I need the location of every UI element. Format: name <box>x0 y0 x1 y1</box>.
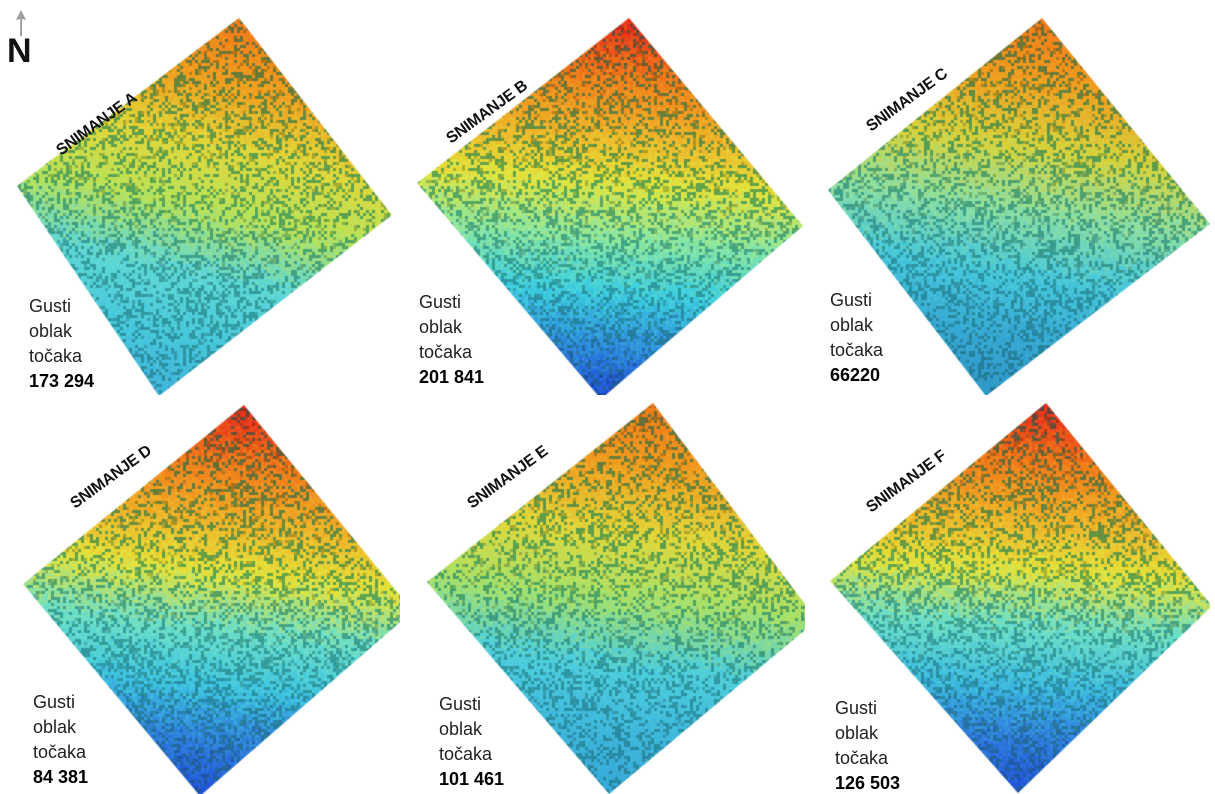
point-count-b: 201 841 <box>419 367 485 387</box>
point-cloud-description-f: Gusti oblak točaka <box>835 698 889 768</box>
point-count-e: 101 461 <box>439 769 505 789</box>
point-count-f: 126 503 <box>835 773 901 793</box>
point-cloud-map-e <box>405 399 805 794</box>
point-cloud-description-a: Gusti oblak točaka <box>29 296 83 366</box>
point-count-info-a: Gusti oblak točaka 173 294 <box>29 294 99 394</box>
point-cloud-map-a <box>0 0 400 395</box>
point-cloud-description-c: Gusti oblak točaka <box>830 290 884 360</box>
survey-panel-d: SNIMANJE D Gusti oblak točaka 84 381 <box>0 399 400 794</box>
survey-panel-b: SNIMANJE B Gusti oblak točaka 201 841 <box>405 0 805 395</box>
point-count-info-d: Gusti oblak točaka 84 381 <box>33 690 103 790</box>
point-count-info-c: Gusti oblak točaka 66220 <box>830 288 900 388</box>
point-cloud-description-e: Gusti oblak točaka <box>439 694 493 764</box>
point-cloud-description-b: Gusti oblak točaka <box>419 292 473 362</box>
point-count-info-b: Gusti oblak točaka 201 841 <box>419 290 489 390</box>
point-count-c: 66220 <box>830 365 881 385</box>
point-cloud-map-b <box>405 0 805 395</box>
point-count-d: 84 381 <box>33 767 89 787</box>
survey-panel-e: SNIMANJE E Gusti oblak točaka 101 461 <box>405 399 805 794</box>
point-cloud-description-d: Gusti oblak točaka <box>33 692 87 762</box>
point-cloud-map-d <box>0 399 400 794</box>
survey-panel-a: SNIMANJE A Gusti oblak točaka 173 294 <box>0 0 400 395</box>
point-count-info-f: Gusti oblak točaka 126 503 <box>835 696 905 794</box>
point-cloud-map-c <box>810 0 1210 395</box>
point-count-a: 173 294 <box>29 371 95 391</box>
point-cloud-map-f <box>810 399 1210 794</box>
survey-panel-f: SNIMANJE F Gusti oblak točaka 126 503 <box>810 399 1210 794</box>
point-count-info-e: Gusti oblak točaka 101 461 <box>439 692 509 792</box>
survey-panel-c: SNIMANJE C Gusti oblak točaka 66220 <box>810 0 1210 395</box>
